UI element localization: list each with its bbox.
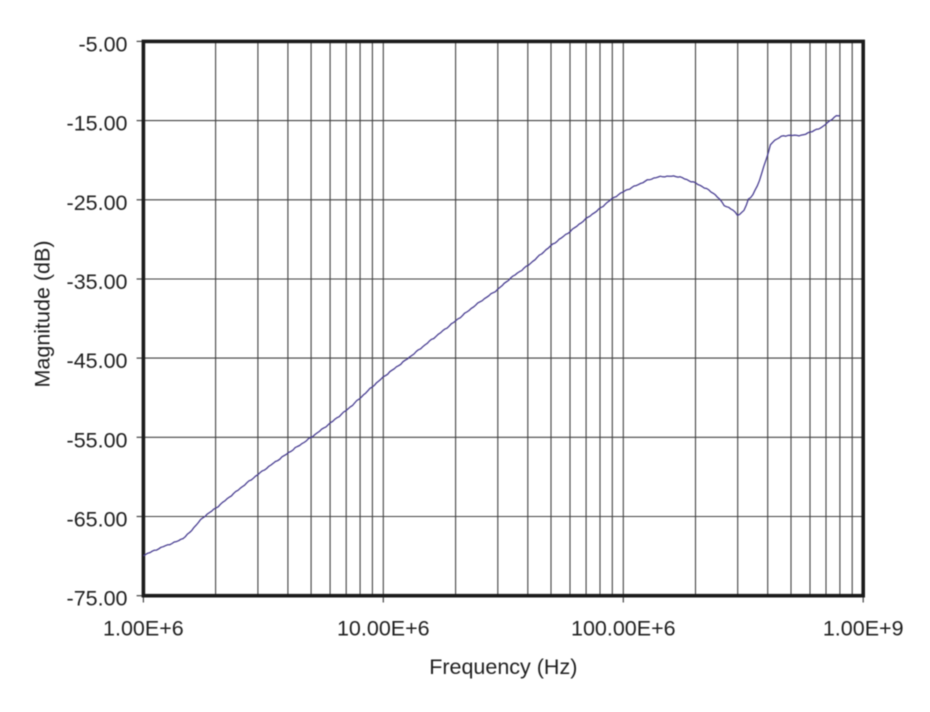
svg-text:Frequency (Hz): Frequency (Hz) bbox=[429, 655, 577, 679]
svg-text:-55.00: -55.00 bbox=[67, 428, 128, 452]
svg-text:-75.00: -75.00 bbox=[67, 587, 128, 611]
svg-text:-15.00: -15.00 bbox=[67, 112, 128, 136]
svg-text:1.00E+9: 1.00E+9 bbox=[823, 617, 904, 641]
svg-text:-35.00: -35.00 bbox=[67, 270, 128, 294]
svg-text:-25.00: -25.00 bbox=[67, 191, 128, 215]
svg-text:1.00E+6: 1.00E+6 bbox=[103, 617, 184, 641]
svg-text:10.00E+6: 10.00E+6 bbox=[337, 617, 430, 641]
svg-text:-45.00: -45.00 bbox=[67, 349, 128, 373]
svg-text:Magnitude (dB): Magnitude (dB) bbox=[31, 241, 55, 388]
svg-text:-65.00: -65.00 bbox=[67, 508, 128, 532]
svg-text:100.00E+6: 100.00E+6 bbox=[571, 617, 676, 641]
svg-text:-5.00: -5.00 bbox=[78, 32, 127, 56]
